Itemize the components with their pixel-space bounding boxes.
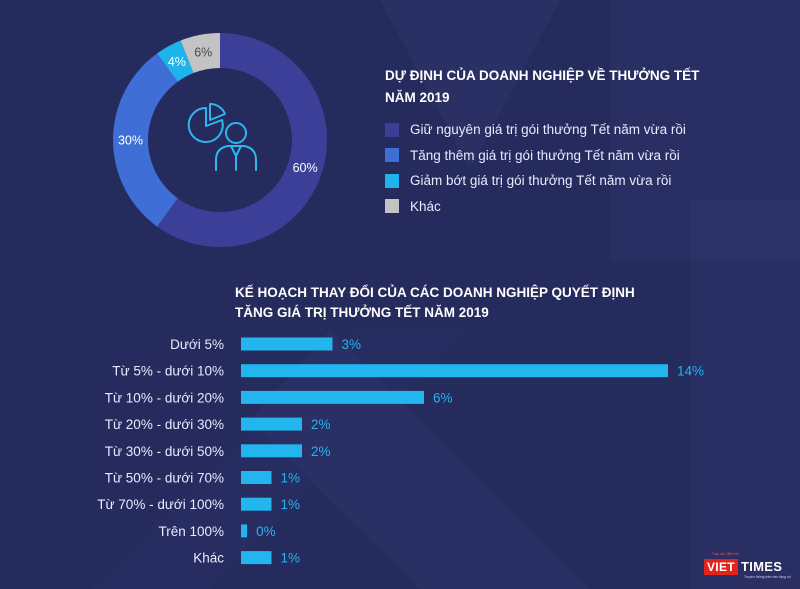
bar-chart-title: KẾ HOẠCH THAY ĐỔI CỦA CÁC DOANH NGHIỆP Q… [235,285,635,320]
bar-category-label: Từ 20% - dưới 30% [105,417,224,432]
bar-category-label: Từ 10% - dưới 20% [105,390,224,405]
donut-chart: 60% 30% 4% 6% [112,33,327,248]
bar-value-label: 1% [281,497,301,512]
logo-tagline: Tạp chí điện tử [712,551,739,556]
legend-swatch [385,148,399,163]
donut-slice-label: 30% [118,134,143,148]
legend-item: Giữ nguyên giá trị gói thưởng Tết năm vừ… [385,117,686,143]
bar [241,524,248,538]
legend-label: Giữ nguyên giá trị gói thưởng Tết năm vừ… [410,122,686,138]
donut-slice [112,53,178,227]
donut-slice-label: 4% [168,55,186,69]
bar-category-label: Từ 5% - dưới 10% [112,364,224,379]
legend-swatch [385,173,399,188]
donut-chart-title: DỰ ĐỊNH CỦA DOANH NGHIỆP VỀ THƯỞNG TẾT N… [385,68,700,105]
bar-value-label: 2% [311,417,331,432]
logo-name-part2: TIMES [741,559,783,574]
bar-value-label: 1% [281,471,301,486]
bar-category-label: Khác [193,551,224,566]
legend-item: Tăng thêm giá trị gói thưởng Tết năm vừa… [385,143,686,169]
bar [241,497,272,511]
legend-label: Khác [410,198,441,214]
bar [241,551,272,565]
bar-chart: Dưới 5% 3% Từ 5% - dưới 10% 14% Từ 10% - dướ… [97,337,704,566]
donut-slice-label: 60% [293,161,318,175]
legend-item: Khác [385,194,686,220]
bar [241,337,333,351]
logo-slogan: Truyền thông trên nền tảng số [744,575,791,579]
legend-label: Tăng thêm giá trị gói thưởng Tết năm vừa… [410,147,680,163]
legend-label: Giảm bớt giá trị gói thưởng Tết năm vừa … [410,173,672,189]
logo-name-part1: VIET [704,559,738,575]
legend-item: Giảm bớt giá trị gói thưởng Tết năm vừa … [385,168,686,194]
bar [241,390,424,404]
legend-swatch [385,199,399,214]
bar [241,471,272,484]
bar-value-label: 3% [342,337,362,352]
bar-category-label: Từ 50% - dưới 70% [105,471,224,486]
viettimes-logo: Tạp chí điện tử VIET TIMES Truyền thông … [704,551,792,579]
bar-category-label: Dưới 5% [170,337,224,352]
bar-value-label: 6% [433,390,453,405]
bar [241,417,302,431]
bar-value-label: 1% [281,551,301,566]
donut-legend: Giữ nguyên giá trị gói thưởng Tết năm vừ… [385,117,686,219]
bar-value-label: 2% [311,444,331,459]
bar-category-label: Từ 30% - dưới 50% [105,444,224,459]
bar [241,444,302,458]
bar-category-label: Từ 70% - dưới 100% [97,497,224,512]
bar-value-label: 14% [677,364,704,379]
bar-category-label: Trên 100% [158,524,224,539]
donut-slice [180,33,220,74]
donut-slice [157,40,194,82]
bar-value-label: 0% [256,524,276,539]
business-person-icon [187,102,257,171]
legend-swatch [385,122,399,137]
bar [241,364,668,378]
donut-slice [157,33,327,248]
donut-slice-label: 6% [194,46,212,60]
